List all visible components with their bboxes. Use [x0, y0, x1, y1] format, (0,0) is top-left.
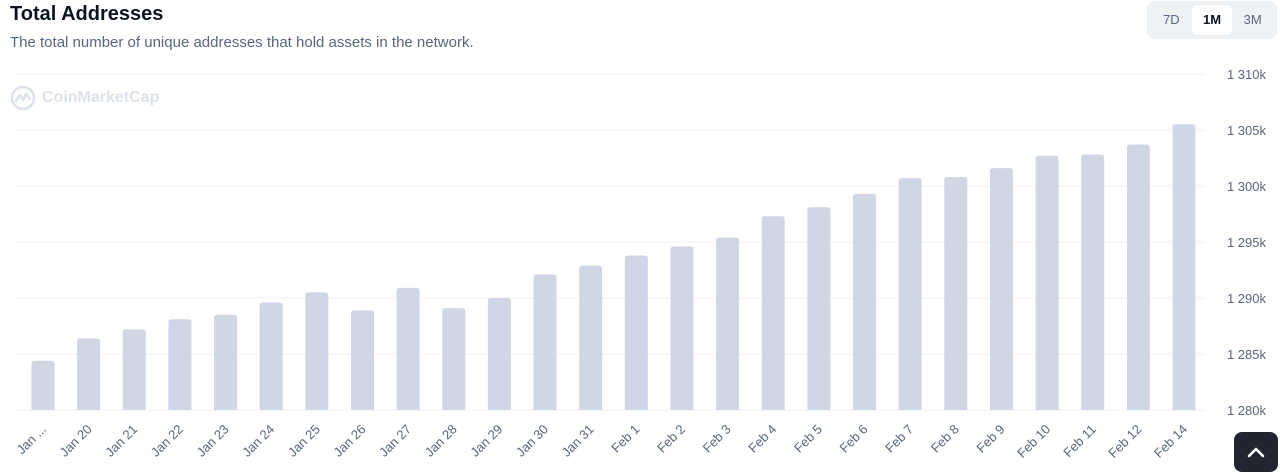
- chart-bar[interactable]: [853, 193, 877, 410]
- chart-bar[interactable]: [670, 246, 694, 410]
- chart-bar[interactable]: [305, 292, 329, 410]
- range-1m-button[interactable]: 1M: [1191, 5, 1233, 35]
- x-tick-label: Jan 29: [467, 422, 505, 460]
- y-tick-label: 1 305k: [1227, 123, 1267, 138]
- chart-bar[interactable]: [77, 338, 101, 410]
- x-tick-label: Feb 7: [882, 422, 916, 456]
- x-tick-label: Feb 4: [745, 422, 779, 456]
- chart-bar[interactable]: [807, 207, 831, 410]
- chevron-up-icon: [1247, 447, 1265, 458]
- chart-bar[interactable]: [1081, 154, 1105, 410]
- x-tick-label: Feb 5: [791, 422, 825, 456]
- coinmarketcap-logo-icon: [10, 85, 36, 111]
- y-tick-label: 1 280k: [1227, 403, 1267, 418]
- y-tick-label: 1 290k: [1227, 291, 1267, 306]
- x-tick-label: Jan 28: [422, 422, 460, 460]
- scroll-to-top-button[interactable]: [1234, 432, 1278, 472]
- range-3m-button[interactable]: 3M: [1243, 12, 1262, 27]
- y-tick-label: 1 285k: [1227, 347, 1267, 362]
- chart-bar[interactable]: [761, 216, 785, 410]
- chart-bar[interactable]: [442, 308, 466, 410]
- chart-bar[interactable]: [1172, 124, 1196, 411]
- chart-title: Total Addresses: [10, 3, 164, 25]
- x-tick-label: Jan 26: [330, 422, 368, 460]
- chart-bar[interactable]: [168, 319, 192, 410]
- chart-subtitle: The total number of unique addresses tha…: [10, 34, 474, 51]
- x-tick-label: Feb 6: [837, 422, 871, 456]
- x-tick-label: Jan ...: [13, 422, 49, 458]
- chart-bar[interactable]: [31, 360, 55, 410]
- x-tick-label: Jan 31: [559, 422, 597, 460]
- chart-bar[interactable]: [1126, 144, 1150, 410]
- x-tick-label: Feb 3: [700, 422, 734, 456]
- y-tick-label: 1 295k: [1227, 235, 1267, 250]
- chart-bar[interactable]: [259, 302, 283, 410]
- x-tick-label: Feb 10: [1014, 422, 1053, 461]
- watermark-text: CoinMarketCap: [42, 89, 160, 106]
- x-tick-label: Jan 20: [57, 422, 95, 460]
- chart-bar[interactable]: [579, 265, 603, 410]
- x-tick-label: Jan 24: [239, 422, 277, 460]
- watermark: CoinMarketCap: [10, 85, 159, 111]
- chart-bar[interactable]: [350, 310, 374, 410]
- chart-bar[interactable]: [898, 178, 922, 410]
- x-tick-label: Jan 22: [148, 422, 186, 460]
- y-tick-label: 1 300k: [1227, 179, 1267, 194]
- chart-bar[interactable]: [944, 177, 968, 410]
- x-tick-label: Feb 8: [928, 422, 962, 456]
- x-tick-label: Jan 23: [193, 422, 231, 460]
- x-tick-label: Jan 30: [513, 422, 551, 460]
- chart-bar[interactable]: [989, 168, 1013, 410]
- x-tick-label: Jan 25: [285, 422, 323, 460]
- x-tick-label: Feb 14: [1151, 422, 1190, 461]
- x-tick-label: Feb 12: [1105, 422, 1144, 461]
- x-tick-label: Jan 27: [376, 422, 414, 460]
- range-7d-button[interactable]: 7D: [1163, 12, 1180, 27]
- x-tick-label: Jan 21: [102, 422, 140, 460]
- time-range-selector: 7D 1M 3M: [1147, 1, 1277, 39]
- chart-bar[interactable]: [1035, 155, 1059, 410]
- chart-bar[interactable]: [487, 298, 511, 410]
- chart-bar[interactable]: [533, 274, 557, 410]
- x-tick-label: Feb 2: [654, 422, 688, 456]
- y-tick-label: 1 310k: [1227, 67, 1267, 82]
- chart-bar[interactable]: [122, 329, 146, 410]
- chart-bar[interactable]: [716, 237, 740, 410]
- x-tick-label: Feb 11: [1060, 422, 1099, 461]
- x-tick-label: Feb 1: [608, 422, 642, 456]
- chart-bar[interactable]: [624, 255, 648, 410]
- chart-bar[interactable]: [396, 287, 420, 410]
- chart-bar[interactable]: [214, 314, 238, 410]
- x-tick-label: Feb 9: [973, 422, 1007, 456]
